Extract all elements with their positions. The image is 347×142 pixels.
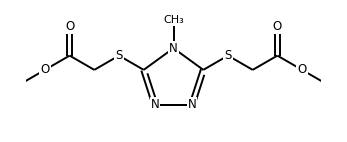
Text: O: O	[40, 63, 50, 76]
Text: O: O	[297, 63, 307, 76]
Text: O: O	[273, 20, 282, 33]
Text: S: S	[115, 49, 123, 62]
Text: CH₃: CH₃	[163, 15, 184, 25]
Text: N: N	[188, 98, 196, 111]
Text: N: N	[169, 42, 178, 55]
Text: S: S	[224, 49, 232, 62]
Text: N: N	[151, 98, 159, 111]
Text: O: O	[65, 20, 74, 33]
